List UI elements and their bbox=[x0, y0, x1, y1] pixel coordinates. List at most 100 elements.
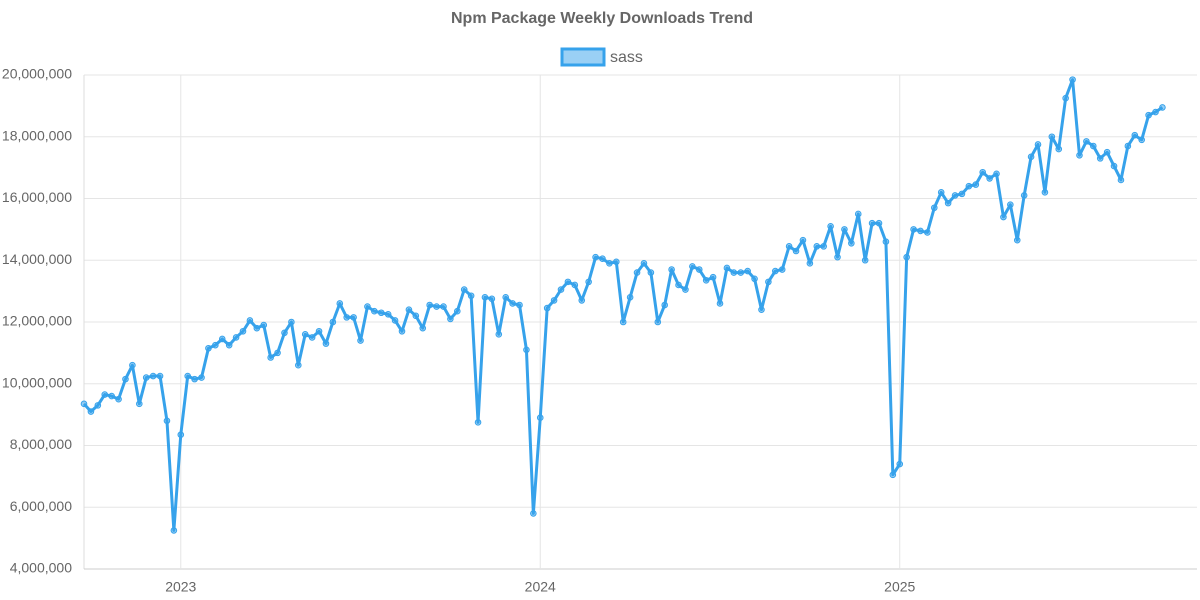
data-point bbox=[986, 175, 993, 182]
data-point bbox=[937, 189, 945, 196]
data-point bbox=[301, 331, 309, 338]
data-point bbox=[377, 309, 385, 317]
data-point bbox=[405, 306, 413, 313]
x-tick-label: 2025 bbox=[884, 579, 915, 595]
data-point bbox=[1103, 148, 1111, 156]
data-point bbox=[129, 361, 136, 369]
chart-title: Npm Package Weekly Downloads Trend bbox=[451, 10, 753, 27]
data-point bbox=[785, 243, 793, 250]
data-point bbox=[225, 341, 233, 349]
data-point bbox=[1124, 142, 1132, 150]
data-point bbox=[412, 312, 420, 320]
data-point bbox=[191, 375, 198, 383]
data-point bbox=[709, 273, 717, 281]
data-point bbox=[792, 247, 800, 255]
data-point bbox=[357, 337, 364, 344]
data-point bbox=[613, 258, 620, 266]
data-point bbox=[647, 269, 655, 276]
data-point bbox=[861, 256, 869, 264]
data-point bbox=[619, 318, 627, 326]
data-point bbox=[751, 275, 758, 283]
y-tick-label: 16,000,000 bbox=[2, 189, 72, 205]
data-point bbox=[654, 318, 662, 326]
data-point bbox=[578, 297, 586, 304]
data-point bbox=[474, 419, 482, 426]
data-point bbox=[1131, 131, 1139, 139]
data-point bbox=[765, 278, 772, 286]
data-point bbox=[1076, 151, 1083, 159]
data-point bbox=[550, 297, 558, 304]
data-point bbox=[177, 431, 185, 438]
data-point bbox=[599, 255, 606, 263]
legend-label: sass bbox=[610, 49, 643, 66]
data-point bbox=[557, 286, 565, 293]
data-point bbox=[94, 402, 102, 409]
data-point bbox=[315, 327, 323, 335]
data-point bbox=[772, 267, 779, 275]
data-point bbox=[101, 391, 109, 398]
data-point bbox=[640, 260, 648, 267]
data-point bbox=[585, 278, 592, 286]
data-point bbox=[163, 417, 171, 425]
data-point bbox=[806, 260, 814, 267]
data-point bbox=[184, 372, 191, 380]
data-point bbox=[343, 314, 350, 321]
x-tick-label: 2024 bbox=[525, 579, 556, 595]
data-point bbox=[364, 303, 371, 310]
data-point bbox=[371, 307, 378, 315]
data-point bbox=[993, 170, 1000, 178]
data-point bbox=[737, 269, 745, 276]
data-point bbox=[903, 253, 910, 261]
data-point bbox=[495, 331, 503, 338]
data-point bbox=[149, 372, 157, 380]
data-point bbox=[530, 510, 537, 517]
data-point bbox=[440, 303, 447, 310]
data-point bbox=[965, 182, 973, 190]
data-point bbox=[543, 304, 551, 312]
data-point bbox=[1048, 133, 1056, 141]
data-point bbox=[882, 238, 890, 246]
data-point bbox=[232, 334, 240, 341]
data-point bbox=[1138, 136, 1145, 144]
data-point bbox=[322, 340, 330, 347]
data-point bbox=[931, 204, 938, 212]
data-point bbox=[426, 301, 433, 309]
data-point bbox=[288, 318, 295, 326]
data-point bbox=[253, 324, 261, 332]
data-point bbox=[626, 294, 634, 301]
data-point bbox=[668, 266, 675, 273]
data-point bbox=[205, 344, 212, 352]
y-tick-label: 14,000,000 bbox=[2, 251, 72, 267]
data-point bbox=[868, 219, 876, 227]
data-point bbox=[198, 374, 205, 381]
y-tick-label: 8,000,000 bbox=[10, 436, 72, 452]
data-point bbox=[889, 471, 897, 479]
data-point bbox=[730, 269, 738, 276]
data-point bbox=[350, 314, 357, 321]
data-point bbox=[1062, 94, 1069, 102]
data-point bbox=[827, 222, 834, 230]
data-point bbox=[675, 281, 682, 289]
series-line bbox=[82, 78, 1164, 532]
data-point bbox=[329, 318, 337, 326]
y-tick-label: 20,000,000 bbox=[2, 66, 72, 82]
data-point bbox=[1013, 236, 1021, 244]
data-point bbox=[260, 321, 268, 329]
y-tick-label: 18,000,000 bbox=[2, 127, 72, 143]
data-point bbox=[1096, 155, 1104, 162]
data-point bbox=[419, 324, 427, 332]
data-point bbox=[502, 294, 509, 301]
data-point bbox=[875, 219, 883, 227]
data-point bbox=[281, 329, 288, 337]
data-point bbox=[564, 278, 572, 286]
y-tick-label: 10,000,000 bbox=[2, 374, 72, 390]
data-point bbox=[246, 317, 254, 324]
data-point bbox=[682, 286, 689, 293]
data-point bbox=[156, 372, 164, 380]
data-point bbox=[115, 395, 122, 403]
data-point bbox=[1159, 104, 1166, 111]
data-point bbox=[1055, 145, 1063, 153]
data-point bbox=[467, 292, 475, 300]
data-point bbox=[391, 317, 399, 324]
y-tick-label: 12,000,000 bbox=[2, 313, 72, 329]
